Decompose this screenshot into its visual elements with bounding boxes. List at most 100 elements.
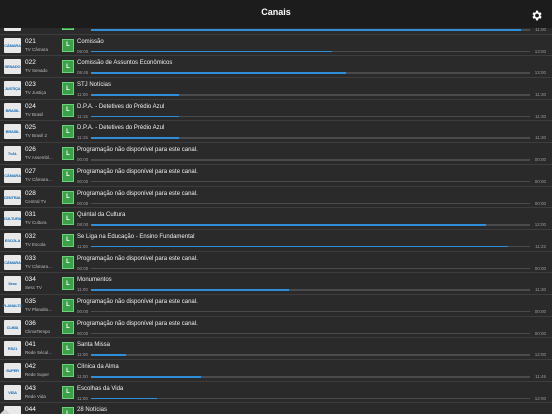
program-end-time: 13:00 xyxy=(534,70,546,76)
channel-logo-text: VIDA xyxy=(8,389,17,395)
channel-row[interactable]: CULTURA 031 TV Cultura L Quintal da Cult… xyxy=(0,208,552,230)
channel-row[interactable]: PLANALTO 035 TV Planalto... L Programaçã… xyxy=(0,294,552,317)
channel-row[interactable]: CÂMARA 033 TV Câmara... L Programação nã… xyxy=(0,251,552,274)
channel-row[interactable]: Sesc 034 Sesc TV L Monumentos 11:00 11:3… xyxy=(0,273,552,295)
live-badge-icon: L xyxy=(62,342,74,356)
program-title: Programação não disponível para este can… xyxy=(77,320,198,327)
channel-logo: CÂMARA xyxy=(4,167,21,183)
channel-number: 027 xyxy=(25,167,36,175)
live-badge-icon: L xyxy=(62,277,74,291)
channel-row[interactable]: BRASIL 024 TV Brasil L D.P.A. - Detetive… xyxy=(0,99,552,122)
program-end-time: 00:00 xyxy=(534,178,546,184)
program-end-time: 00:00 xyxy=(534,330,546,336)
channel-row[interactable]: 044 L 28 Notícias xyxy=(0,403,552,414)
top-bar: Canais xyxy=(0,0,552,28)
program-progress-track xyxy=(91,29,530,31)
channel-number: 036 xyxy=(25,319,36,327)
channel-number: 022 xyxy=(25,59,36,67)
channel-row[interactable]: BRASIL 025 TV Brasil 2 L D.P.A. - Deteti… xyxy=(0,121,552,144)
live-badge-icon: L xyxy=(62,125,74,139)
channel-logo-text: CÂMARA xyxy=(4,172,21,178)
live-badge-icon: L xyxy=(62,190,74,204)
live-badge-icon: L xyxy=(62,60,74,74)
program-start-time: 00:00 xyxy=(77,265,89,271)
program-progress-track xyxy=(91,224,530,226)
channel-logo-text: PLANALTO xyxy=(2,302,23,308)
channel-number: 035 xyxy=(25,297,36,305)
channel-row[interactable]: CÂMARA 021 TV Câmara L Comissão 09:00 13… xyxy=(0,34,552,57)
channel-logo-text: ESCOLA xyxy=(4,237,21,243)
program-title: Escolhas da Vida xyxy=(77,385,124,392)
channel-row[interactable]: SENADO 022 TV Senado L Comissão de Assun… xyxy=(0,56,552,79)
program-progress-fill xyxy=(91,376,201,378)
program-progress-track xyxy=(91,245,530,248)
channel-logo: SENADO xyxy=(4,59,21,75)
channel-row[interactable]: JUSTIÇA 023 TV Justiça L STJ Notícias 11… xyxy=(0,78,552,100)
channel-row[interactable]: RS21 041 Rede Sécul... L Santa Missa 11:… xyxy=(0,338,552,360)
live-badge-icon: L xyxy=(62,38,74,52)
program-start-time: 00:00 xyxy=(77,308,89,314)
program-end-time: 12:00 xyxy=(534,395,546,401)
program-progress-track xyxy=(91,354,530,356)
program-end-time: 11:30 xyxy=(535,287,546,293)
program-progress-fill xyxy=(91,115,179,118)
channel-logo-text: BRASIL xyxy=(5,107,20,113)
channel-number: 031 xyxy=(25,211,36,219)
channel-row[interactable]: CENTRAL 028 Central TV L Programação não… xyxy=(0,186,552,209)
program-progress-fill xyxy=(91,245,509,248)
channel-row[interactable]: TvAL 026 TV Assembl... L Programação não… xyxy=(0,143,552,165)
program-start-time: 08:00 xyxy=(77,222,89,228)
channel-number: 025 xyxy=(25,124,36,132)
channel-number: 042 xyxy=(25,363,36,370)
channel-logo: PLANALTO xyxy=(2,297,23,313)
channel-number: 044 xyxy=(25,406,36,414)
program-progress-fill xyxy=(91,94,179,96)
channel-logo-text: CULTURA xyxy=(3,216,22,222)
page-title: Canais xyxy=(261,7,291,17)
channel-name: TV Câmara xyxy=(25,46,49,52)
program-end-time: 00:00 xyxy=(534,265,546,271)
program-progress-fill xyxy=(91,354,127,356)
channel-name: Sesc TV xyxy=(25,285,42,291)
channel-logo: VIDA xyxy=(4,384,21,400)
program-start-time: 00:00 xyxy=(77,157,89,163)
channel-row[interactable]: CLIMA 036 ClimaTempo L Programação não d… xyxy=(0,316,552,339)
program-progress-track xyxy=(91,202,530,204)
channel-logo: CLIMA xyxy=(4,319,21,335)
program-progress-track xyxy=(91,115,530,118)
channel-logo: RS21 xyxy=(4,341,21,357)
channel-list[interactable]: L 11:00 CÂMARA 021 TV Câmara L Comissão … xyxy=(0,13,552,414)
program-start-time: 08:45 xyxy=(77,70,89,76)
program-title: Programação não disponível para este can… xyxy=(77,168,198,175)
channel-logo-text: Sesc xyxy=(8,281,17,287)
program-progress-track xyxy=(91,180,530,183)
channel-number: 034 xyxy=(25,276,36,284)
channel-name: Rede Super xyxy=(25,372,50,377)
program-end-time: 11:30 xyxy=(535,135,546,141)
program-end-time: 11:45 xyxy=(535,374,546,379)
channel-logo-text: BRASIL xyxy=(5,129,20,135)
program-title: Quintal da Cultura xyxy=(77,212,126,219)
live-badge-icon: L xyxy=(62,103,74,117)
channel-name: TV Senado xyxy=(25,68,48,74)
channel-name: TV Planalto... xyxy=(25,306,53,312)
channel-row[interactable]: ESCOLA 032 TV Escola L Se Liga na Educaç… xyxy=(0,229,552,252)
program-start-time: 00:00 xyxy=(77,178,89,184)
live-badge-icon: L xyxy=(62,298,74,312)
program-start-time: 00:00 xyxy=(77,200,89,206)
program-title: Santa Missa xyxy=(77,342,111,349)
channel-row[interactable]: VIDA 043 Rede Vida L Escolhas da Vida 11… xyxy=(0,381,552,404)
program-progress-fill xyxy=(91,29,522,31)
channel-logo-text: CÂMARA xyxy=(4,259,21,265)
program-progress-track xyxy=(91,310,530,313)
program-end-time: 11:00 xyxy=(535,27,546,32)
channel-logo: CÂMARA xyxy=(4,37,21,53)
gear-icon[interactable] xyxy=(530,9,543,22)
channel-row[interactable]: CÂMARA 027 TV Câmara... L Programação nã… xyxy=(0,164,552,187)
channel-row[interactable]: SUPER 042 Rede Super L Clínica da Alma 1… xyxy=(0,360,552,382)
scroll-up-arrow-icon[interactable] xyxy=(0,409,10,414)
channel-name: TV Câmara... xyxy=(25,263,52,269)
live-badge-icon: L xyxy=(62,385,74,399)
program-end-time: 11:30 xyxy=(535,113,546,119)
channel-logo: TvAL xyxy=(4,146,21,162)
